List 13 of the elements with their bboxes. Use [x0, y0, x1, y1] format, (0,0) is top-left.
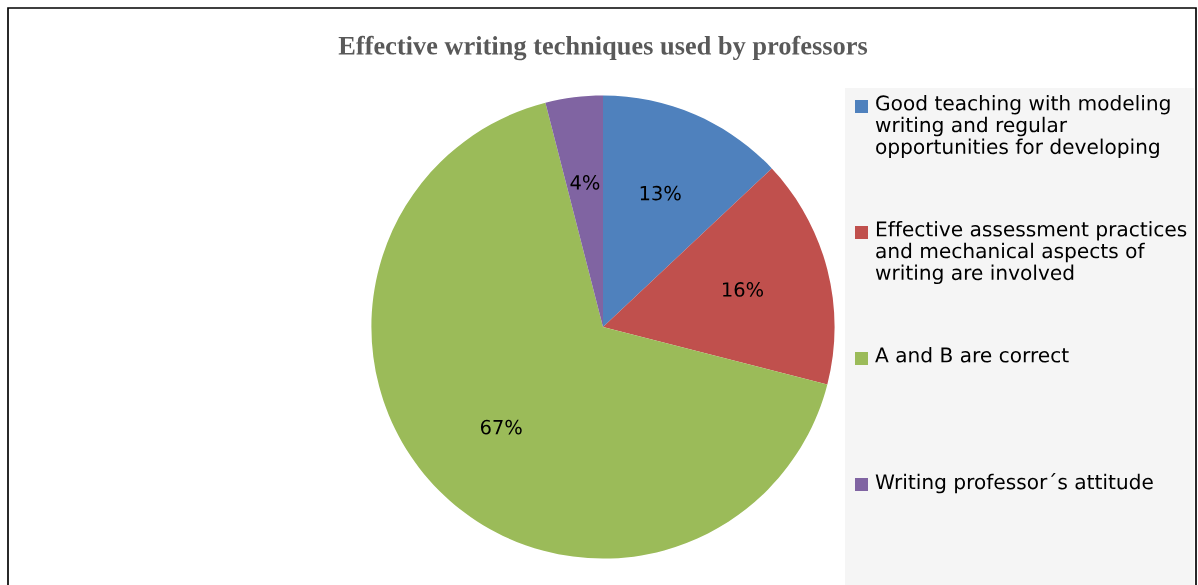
pie-slice	[603, 95, 772, 327]
data-label: 67%	[480, 419, 522, 435]
data-label: 16%	[723, 282, 764, 297]
legend-label: A and B are correct	[875, 347, 1069, 363]
pie-slice	[545, 95, 603, 327]
legend-label: Good teaching with modeling writing and regular opportunities for developing	[875, 95, 1170, 159]
data-label: 4%	[570, 175, 600, 190]
pie-slice	[371, 102, 828, 559]
legend-label: Effective assessment practices and mechanical aspects of writing are involved	[875, 221, 1187, 285]
pie-slice	[603, 168, 835, 385]
data-label: 13%	[640, 185, 681, 201]
chart-title: Effective writing techniques used by professors	[338, 35, 868, 61]
legend-label: Writing professor´s attitude	[875, 473, 1153, 494]
